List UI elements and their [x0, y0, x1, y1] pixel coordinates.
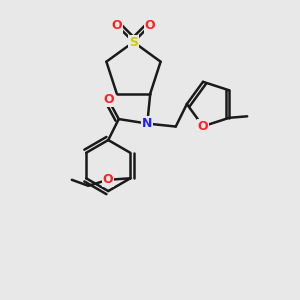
Text: O: O [112, 19, 122, 32]
Text: O: O [103, 173, 113, 186]
Text: N: N [142, 117, 152, 130]
Text: O: O [145, 19, 155, 32]
Text: O: O [198, 120, 208, 133]
Text: S: S [129, 35, 138, 49]
Text: O: O [103, 93, 114, 106]
